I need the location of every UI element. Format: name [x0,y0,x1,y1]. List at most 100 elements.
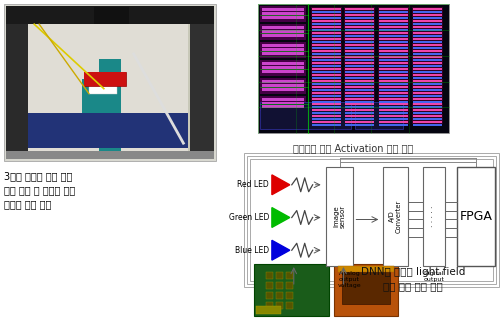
Bar [312,29,341,31]
Bar [312,41,341,43]
Bar [379,115,408,117]
Bar [379,71,408,73]
Bar [413,109,442,111]
Bar [312,62,341,64]
Bar [312,80,341,82]
Bar [262,98,304,100]
Bar [311,67,342,77]
Bar [346,121,374,123]
Bar [312,23,341,25]
Bar [262,8,304,11]
Bar [346,65,374,67]
Bar [379,107,408,108]
Bar [379,26,408,28]
Bar [378,43,409,53]
Bar [379,103,408,106]
Bar [346,41,374,43]
Text: Blue LED: Blue LED [235,246,269,255]
Text: FPGA: FPGA [459,210,492,223]
Bar [379,100,408,102]
Bar [383,167,408,266]
Bar [379,50,408,52]
Bar [262,106,304,108]
Bar [413,20,442,22]
Bar [311,31,342,41]
Bar [378,55,409,65]
Bar [262,48,304,51]
Bar [379,86,408,88]
Bar [311,114,342,124]
Bar [262,34,304,37]
Text: Digital
output: Digital output [424,271,445,282]
Bar [378,31,409,41]
Bar [260,60,306,76]
Bar [413,38,442,40]
Bar [312,77,341,79]
Bar [262,70,304,73]
Text: DNN을 이용한 light field
센싱 기법 연구 개발: DNN을 이용한 light field 센싱 기법 연구 개발 [361,267,465,291]
Bar [250,159,492,281]
Bar [379,44,408,46]
Bar [346,35,374,37]
Bar [312,65,341,67]
Bar [413,68,442,70]
Bar [312,53,341,55]
Bar [346,115,374,117]
Bar [311,91,342,100]
Bar [413,71,442,73]
Bar [333,264,398,316]
Bar [423,167,445,266]
Bar [286,282,293,289]
Bar [413,98,442,100]
Bar [346,56,374,58]
Bar [312,121,341,123]
Bar [276,302,283,309]
Bar [346,32,374,34]
Bar [346,26,374,28]
Bar [312,11,341,13]
Bar [311,55,342,65]
Bar [346,86,374,88]
Bar [312,26,341,28]
Bar [379,47,408,49]
Bar [84,72,126,86]
Bar [84,72,126,86]
Bar [312,100,341,102]
Bar [379,83,408,85]
Bar [379,89,408,91]
Bar [346,23,374,25]
Bar [312,95,341,97]
Bar [89,76,117,94]
Bar [378,79,409,89]
Bar [82,79,100,133]
Bar [379,118,408,120]
Bar [379,8,408,10]
Bar [260,78,306,94]
Bar [412,19,443,29]
Bar [379,68,408,70]
Bar [413,29,442,31]
Bar [325,167,354,266]
Bar [7,6,28,159]
Bar [413,74,442,76]
Bar [413,77,442,79]
Bar [345,19,375,29]
Bar [345,67,375,77]
Bar [412,31,443,41]
Bar [413,35,442,37]
Bar [254,264,328,316]
Bar [379,121,408,123]
Bar [312,32,341,34]
Bar [379,17,408,19]
Bar [413,8,442,10]
Bar [346,50,374,52]
Bar [345,31,375,41]
Bar [378,19,409,29]
Bar [413,89,442,91]
Bar [247,156,495,284]
Bar [413,17,442,19]
Bar [346,83,374,85]
Bar [345,55,375,65]
Bar [413,91,442,94]
Bar [312,8,341,10]
